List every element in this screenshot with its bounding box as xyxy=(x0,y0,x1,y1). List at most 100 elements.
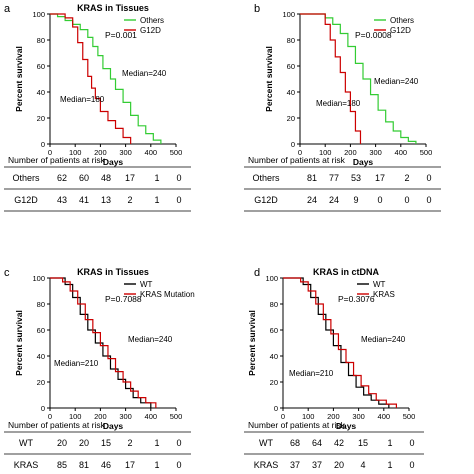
y-tick-label: 60 xyxy=(37,326,45,335)
p-value: P=0.0008 xyxy=(355,30,392,40)
chart-title: KRAS in Tissues xyxy=(77,267,149,277)
y-tick-label: 80 xyxy=(37,36,45,45)
x-tick-label: 100 xyxy=(69,412,82,421)
legend-label: KRAS Mutation xyxy=(140,290,195,299)
y-tick-label: 20 xyxy=(270,378,278,387)
y-tick-label: 60 xyxy=(37,62,45,71)
legend-label: G12D xyxy=(140,26,161,35)
median-annotation: Median=240 xyxy=(122,69,167,78)
risk-cell: 0 xyxy=(176,173,181,183)
risk-row-label: KRAS xyxy=(254,460,279,470)
x-tick-label: 300 xyxy=(119,148,132,157)
p-value: P=0.3076 xyxy=(338,294,375,304)
risk-cell: 0 xyxy=(377,195,382,205)
legend-label: WT xyxy=(373,280,386,289)
risk-row-label: WT xyxy=(259,438,273,448)
x-tick-label: 200 xyxy=(327,412,340,421)
risk-cell: 42 xyxy=(334,438,344,448)
y-tick-label: 20 xyxy=(287,114,295,123)
risk-cell: 0 xyxy=(426,195,431,205)
median-annotation: Median=180 xyxy=(60,95,105,104)
median-annotation: Median=210 xyxy=(289,369,334,378)
x-tick-label: 100 xyxy=(69,148,82,157)
x-tick-label: 100 xyxy=(302,412,315,421)
x-tick-label: 500 xyxy=(420,148,433,157)
x-tick-label: 0 xyxy=(298,148,302,157)
x-tick-label: 0 xyxy=(48,148,52,157)
y-axis-label: Percent survival xyxy=(14,46,24,112)
median-annotation: Median=240 xyxy=(128,335,173,344)
risk-cell: 0 xyxy=(426,173,431,183)
y-tick-label: 60 xyxy=(270,326,278,335)
risk-cell: 0 xyxy=(176,195,181,205)
risk-cell: 43 xyxy=(57,195,67,205)
risk-cell: 46 xyxy=(101,460,111,470)
x-tick-label: 300 xyxy=(352,412,365,421)
risk-cell: 17 xyxy=(125,460,135,470)
risk-cell: 0 xyxy=(176,438,181,448)
y-tick-label: 40 xyxy=(270,352,278,361)
risk-cell: 1 xyxy=(154,173,159,183)
series-line-0 xyxy=(300,13,417,144)
median-annotation: Median=240 xyxy=(361,335,406,344)
series-line-0 xyxy=(50,277,152,408)
risk-cell: 2 xyxy=(127,438,132,448)
x-tick-label: 300 xyxy=(119,412,132,421)
series-line-1 xyxy=(50,277,157,408)
median-annotation: Median=210 xyxy=(54,359,99,368)
series-line-1 xyxy=(283,277,397,408)
risk-cell: 85 xyxy=(57,460,67,470)
y-tick-label: 0 xyxy=(274,404,278,413)
panel-letter: c xyxy=(4,267,10,279)
y-tick-label: 40 xyxy=(37,352,45,361)
risk-cell: 24 xyxy=(307,195,317,205)
x-axis-label: Days xyxy=(103,157,124,167)
risk-cell: 48 xyxy=(101,173,111,183)
panel-letter: d xyxy=(254,267,260,279)
x-tick-label: 400 xyxy=(145,412,158,421)
y-tick-label: 0 xyxy=(41,404,45,413)
y-tick-label: 60 xyxy=(287,62,295,71)
y-axis-label: Percent survival xyxy=(14,310,24,376)
risk-cell: 0 xyxy=(404,195,409,205)
risk-cell: 68 xyxy=(290,438,300,448)
chart-title: KRAS in Tissues xyxy=(77,3,149,13)
y-tick-label: 80 xyxy=(270,300,278,309)
x-axis-label: Days xyxy=(353,157,374,167)
y-tick-label: 100 xyxy=(32,274,45,283)
legend-label: WT xyxy=(140,280,153,289)
y-axis-label: Percent survival xyxy=(247,310,257,376)
x-tick-label: 400 xyxy=(145,148,158,157)
risk-cell: 53 xyxy=(351,173,361,183)
p-value: P=0.7088 xyxy=(105,294,142,304)
risk-table-title: Number of patients at risk xyxy=(8,155,106,165)
x-tick-label: 200 xyxy=(344,148,357,157)
series-line-1 xyxy=(300,13,362,144)
risk-cell: 1 xyxy=(154,460,159,470)
x-tick-label: 100 xyxy=(319,148,332,157)
x-tick-label: 200 xyxy=(94,412,107,421)
risk-row-label: KRAS xyxy=(14,460,39,470)
x-tick-label: 500 xyxy=(170,412,183,421)
y-tick-label: 80 xyxy=(287,36,295,45)
risk-cell: 2 xyxy=(404,173,409,183)
risk-cell: 41 xyxy=(79,195,89,205)
risk-cell: 9 xyxy=(353,195,358,205)
risk-cell: 81 xyxy=(79,460,89,470)
y-tick-label: 100 xyxy=(265,274,278,283)
risk-row-label: G12D xyxy=(254,195,278,205)
legend-label: Others xyxy=(390,16,414,25)
y-tick-label: 80 xyxy=(37,300,45,309)
median-annotation: Median=180 xyxy=(316,99,361,108)
risk-cell: 15 xyxy=(101,438,111,448)
risk-cell: 15 xyxy=(358,438,368,448)
risk-cell: 17 xyxy=(375,173,385,183)
risk-cell: 77 xyxy=(329,173,339,183)
risk-cell: 0 xyxy=(176,460,181,470)
risk-cell: 20 xyxy=(57,438,67,448)
legend-label: KRAS xyxy=(373,290,395,299)
legend-label: Others xyxy=(140,16,164,25)
